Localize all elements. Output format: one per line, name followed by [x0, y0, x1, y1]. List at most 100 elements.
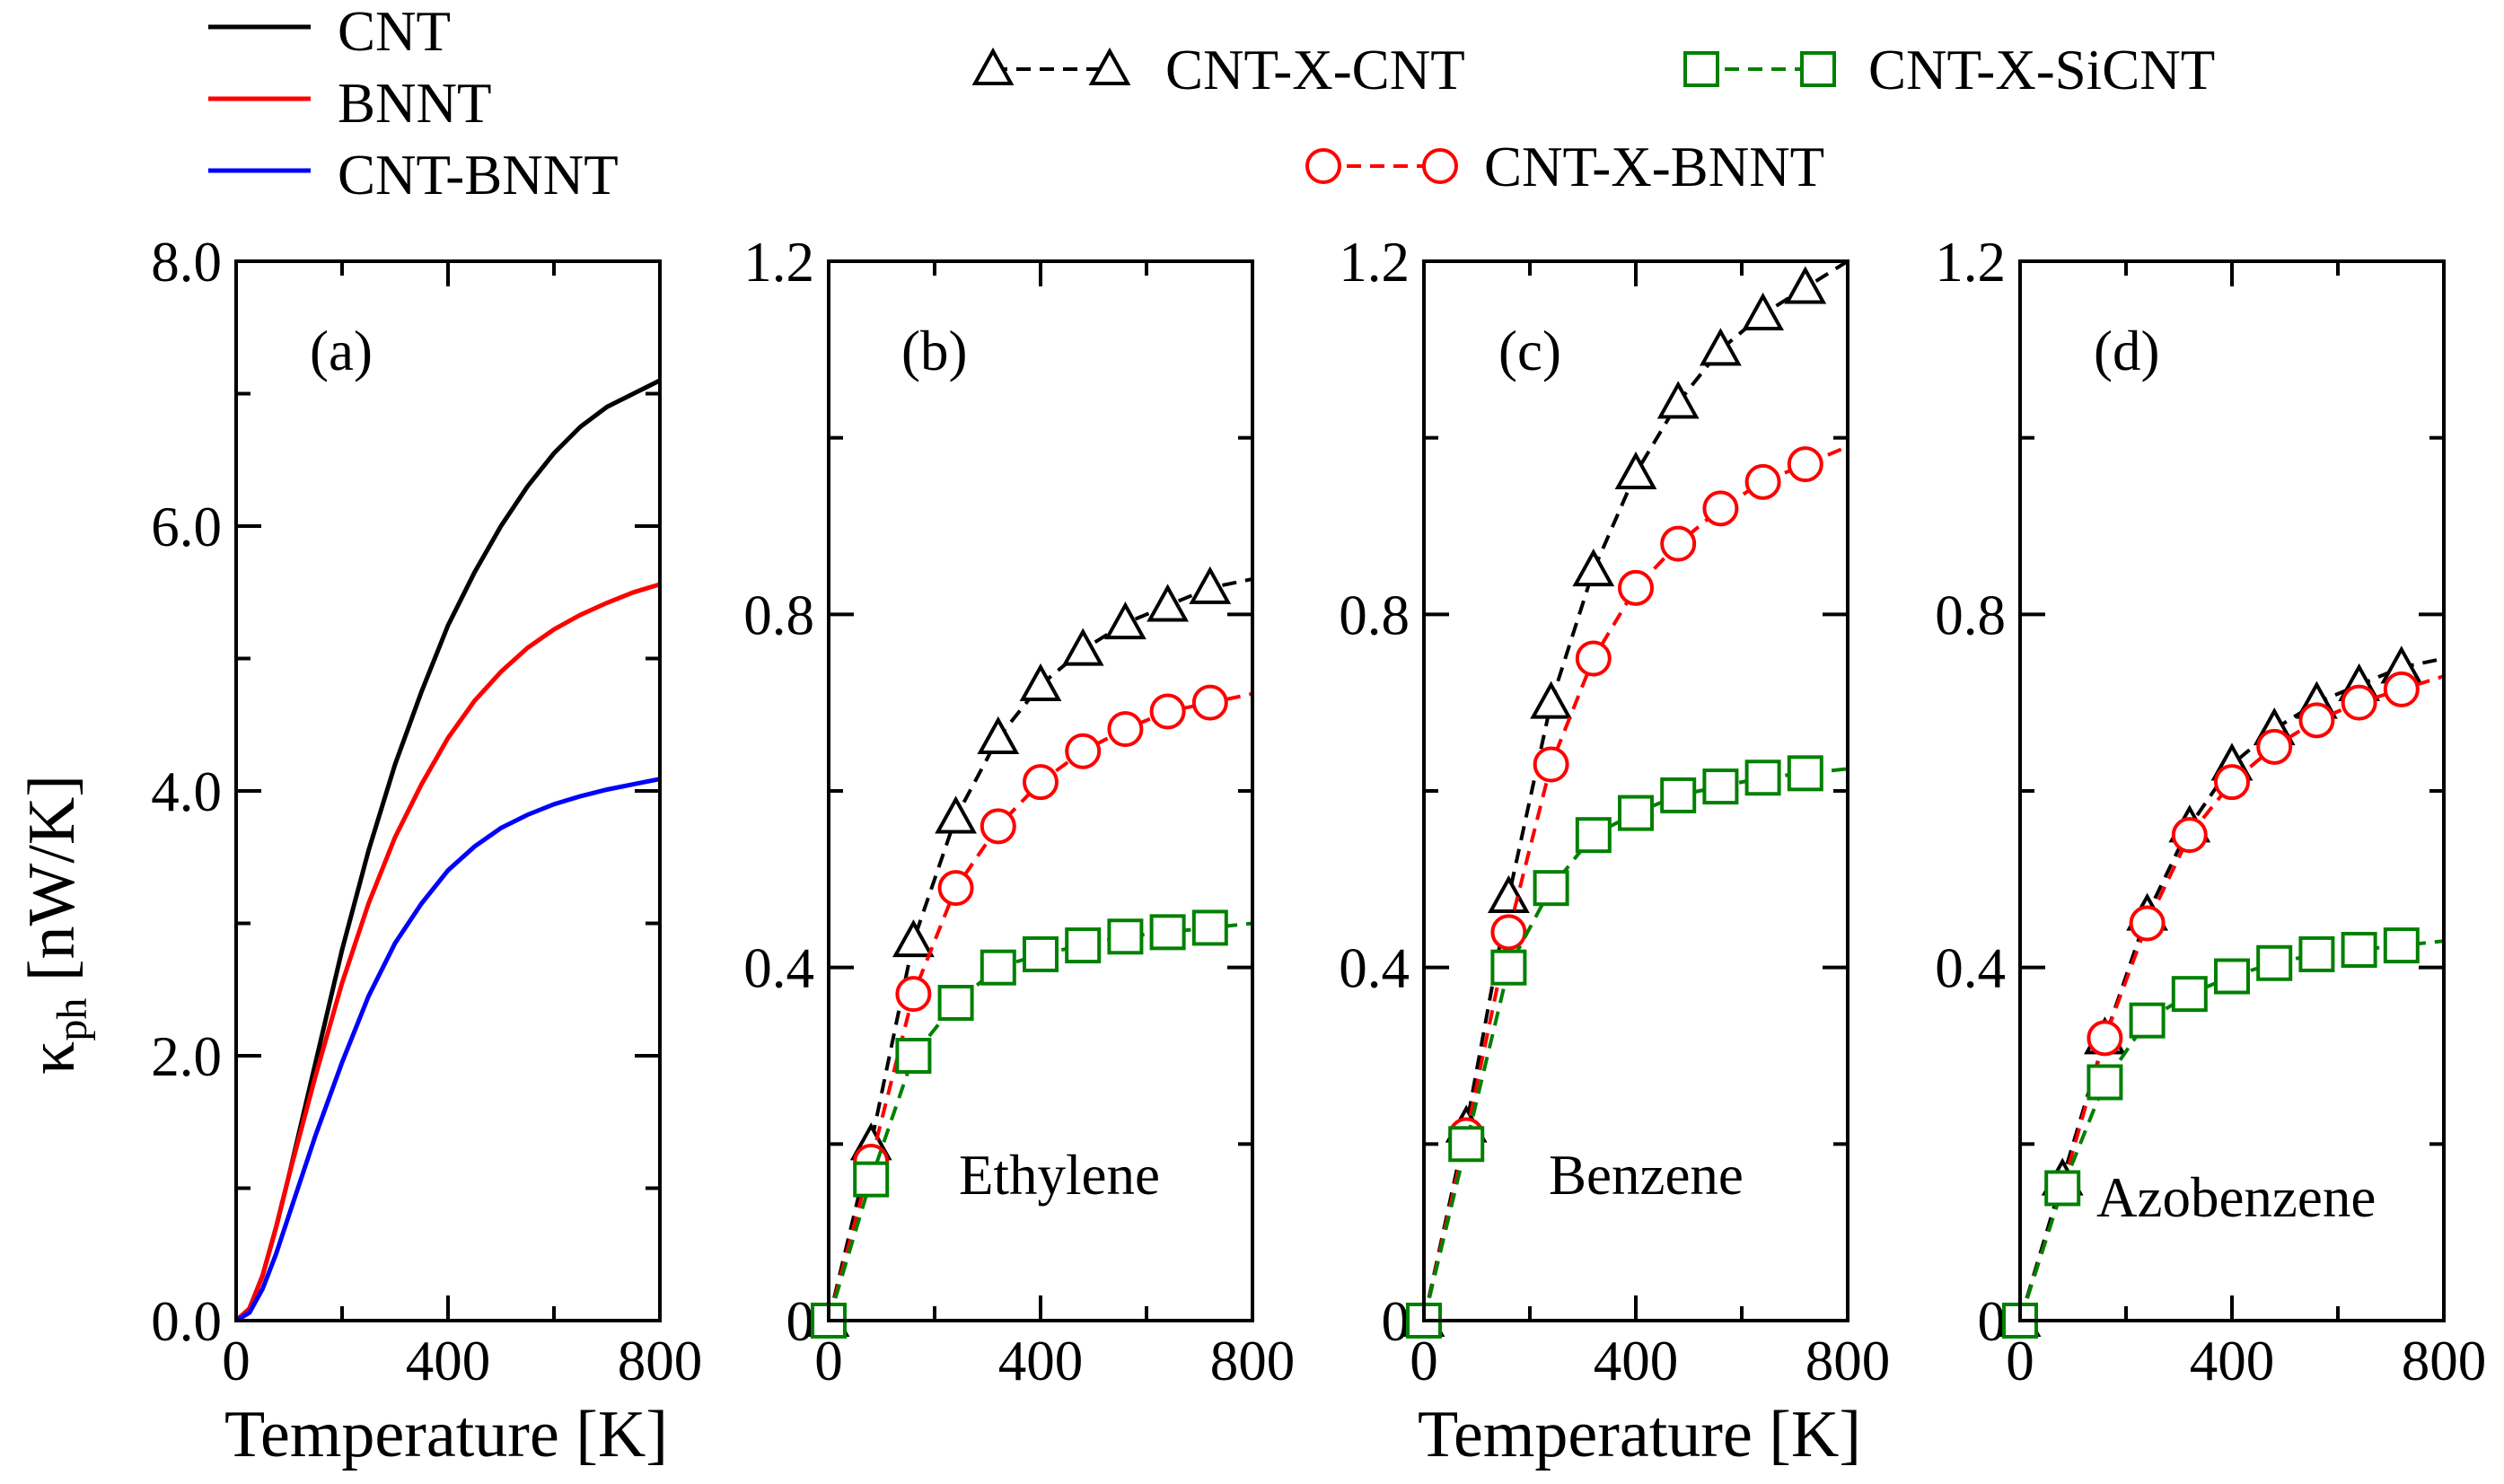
data-point	[1744, 463, 1781, 500]
panel-label: (c)	[1498, 320, 1561, 382]
legend-item: CNT-X-BNNT	[1305, 136, 1824, 198]
data-point	[1702, 490, 1739, 527]
data-point	[1533, 746, 1569, 783]
legend-label: CNT-X-SiCNT	[1868, 39, 2215, 101]
data-point	[2256, 728, 2293, 765]
data-point	[1575, 640, 1612, 677]
legend-label: CNT-X-BNNT	[1484, 136, 1824, 198]
data-point	[2214, 764, 2250, 801]
data-point	[935, 795, 977, 834]
data-point	[2087, 1020, 2123, 1057]
plot-frame	[2018, 259, 2446, 1322]
data-point	[1065, 733, 1102, 769]
data-point	[2298, 935, 2335, 972]
legend-marker-square	[1683, 51, 1719, 87]
panel-c: 0 400 800 0 0.4 0.8 1.2 (c) Benzene	[1339, 231, 1890, 1392]
data-point	[2214, 958, 2250, 995]
panel-label: (d)	[2094, 320, 2159, 382]
series-line	[1424, 767, 1848, 1321]
data-point	[2256, 944, 2293, 981]
x-tick-label: 0	[1410, 1330, 1438, 1392]
series-line	[829, 921, 1252, 1321]
data-point	[1191, 684, 1228, 721]
plot-frame	[234, 259, 662, 1322]
data-point	[1149, 914, 1186, 951]
legend-marker-circle	[1422, 148, 1458, 184]
y-axis-title: κph [nW/K]	[15, 775, 96, 1075]
molecule-label: Azobenzene	[2096, 1166, 2376, 1229]
data-point	[2383, 671, 2420, 707]
data-point	[1189, 566, 1232, 604]
data-point	[1065, 927, 1102, 964]
legend-marker-triangle	[1088, 47, 1131, 85]
data-point	[2298, 702, 2335, 739]
series-cnt-x-sicnt	[2002, 927, 2444, 1339]
data-point	[1784, 266, 1827, 304]
molecule-label: Benzene	[1549, 1144, 1744, 1207]
data-point	[1107, 918, 1144, 955]
y-axis-title-unit: [nW/K]	[15, 775, 89, 998]
legend-item: CNT-BNNT	[208, 144, 619, 206]
data-point	[1019, 663, 1062, 701]
y-tick-label: 2.0	[151, 1025, 222, 1088]
legend-marker-square	[1800, 51, 1836, 87]
series-cnt-x-sicnt	[811, 909, 1252, 1339]
legend-marker-circle	[1305, 148, 1341, 184]
data-point	[2129, 1002, 2166, 1039]
legend: CNT BNNT CNT-BNNT CNT-X-CNT CNT-X-SiCNT CNT-X…	[208, 0, 2215, 206]
data-point	[1572, 549, 1615, 587]
x-tick-label: 400	[406, 1330, 491, 1392]
data-point	[853, 1161, 890, 1198]
legend-item: BNNT	[208, 72, 492, 135]
legend-marker-triangle	[971, 47, 1015, 85]
y-tick-label: 1.2	[743, 231, 814, 294]
data-point	[2341, 684, 2377, 721]
y-axis-title-sub: ph	[48, 998, 96, 1041]
series-cnt-bnnt	[236, 777, 660, 1321]
data-point	[1448, 1126, 1485, 1163]
y-tick-label: 1.2	[1339, 231, 1410, 294]
data-point	[1787, 446, 1823, 483]
data-point	[1618, 795, 1654, 831]
y-tick-label: 0.8	[1935, 584, 2006, 646]
x-tick-label: 800	[1210, 1330, 1296, 1392]
plot-frame	[827, 259, 1254, 1322]
data-point	[2129, 905, 2166, 942]
x-tick-label: 800	[1806, 1330, 1891, 1392]
panels: 0 400 800 0.0 2.0 4.0 6.0 8.0 (a) 0 400 800 0 0.4 0.8 1…	[151, 231, 2486, 1392]
panel-label: (a)	[310, 320, 373, 382]
data-point	[2383, 927, 2420, 964]
data-point	[1787, 755, 1823, 792]
x-axis-title-center: Temperature [K]	[1418, 1398, 1861, 1471]
data-point	[1660, 777, 1697, 813]
data-point	[977, 716, 1020, 754]
y-tick-label: 0.4	[1339, 937, 1410, 1000]
data-point	[1530, 681, 1572, 719]
series-line	[2020, 939, 2444, 1321]
legend-item: CNT-X-SiCNT	[1683, 39, 2215, 101]
data-point	[980, 808, 1016, 845]
y-tick-label: 0.4	[1935, 937, 2006, 1000]
y-tick-label: 1.2	[1935, 231, 2006, 294]
data-point	[892, 919, 935, 958]
x-axis-title-left: Temperature [K]	[224, 1398, 668, 1471]
legend-label: BNNT	[338, 72, 492, 135]
x-tick-label: 800	[2402, 1330, 2487, 1392]
legend-item: CNT	[208, 0, 451, 63]
data-point	[1490, 949, 1527, 986]
data-point	[2171, 817, 2208, 854]
x-tick-label: 400	[1594, 1330, 1679, 1392]
y-tick-label: 0	[1382, 1290, 1410, 1353]
data-point	[1533, 870, 1569, 907]
y-tick-label: 8.0	[151, 231, 222, 294]
data-point	[1660, 525, 1697, 562]
data-point	[1147, 584, 1189, 622]
data-point	[1490, 914, 1527, 951]
legend-label: CNT-X-CNT	[1165, 39, 1465, 101]
y-tick-label: 0	[786, 1290, 815, 1353]
x-tick-label: 400	[2190, 1330, 2275, 1392]
data-point	[1618, 569, 1654, 606]
data-point	[1104, 602, 1147, 640]
series-bnnt	[236, 582, 660, 1321]
series-line	[1424, 444, 1848, 1321]
